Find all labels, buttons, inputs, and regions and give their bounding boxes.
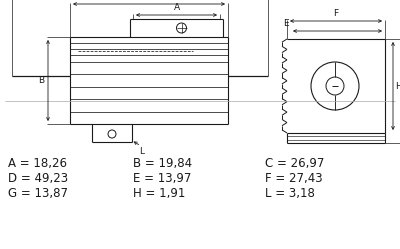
Text: F = 27,43: F = 27,43 — [265, 172, 323, 185]
Text: G = 13,87: G = 13,87 — [8, 187, 68, 199]
Text: C: C — [146, 0, 152, 1]
Text: F: F — [334, 9, 338, 18]
Text: A: A — [174, 3, 180, 12]
Text: H: H — [395, 81, 400, 90]
Text: B = 19,84: B = 19,84 — [133, 157, 192, 170]
Text: E = 13,97: E = 13,97 — [133, 172, 191, 185]
Text: D = 49,23: D = 49,23 — [8, 172, 68, 185]
Text: L = 3,18: L = 3,18 — [265, 187, 315, 199]
Text: A = 18,26: A = 18,26 — [8, 157, 67, 170]
Text: E: E — [283, 19, 289, 28]
Text: H = 1,91: H = 1,91 — [133, 187, 185, 199]
Text: L: L — [139, 147, 144, 156]
Text: B: B — [38, 76, 44, 85]
Text: C = 26,97: C = 26,97 — [265, 157, 324, 170]
